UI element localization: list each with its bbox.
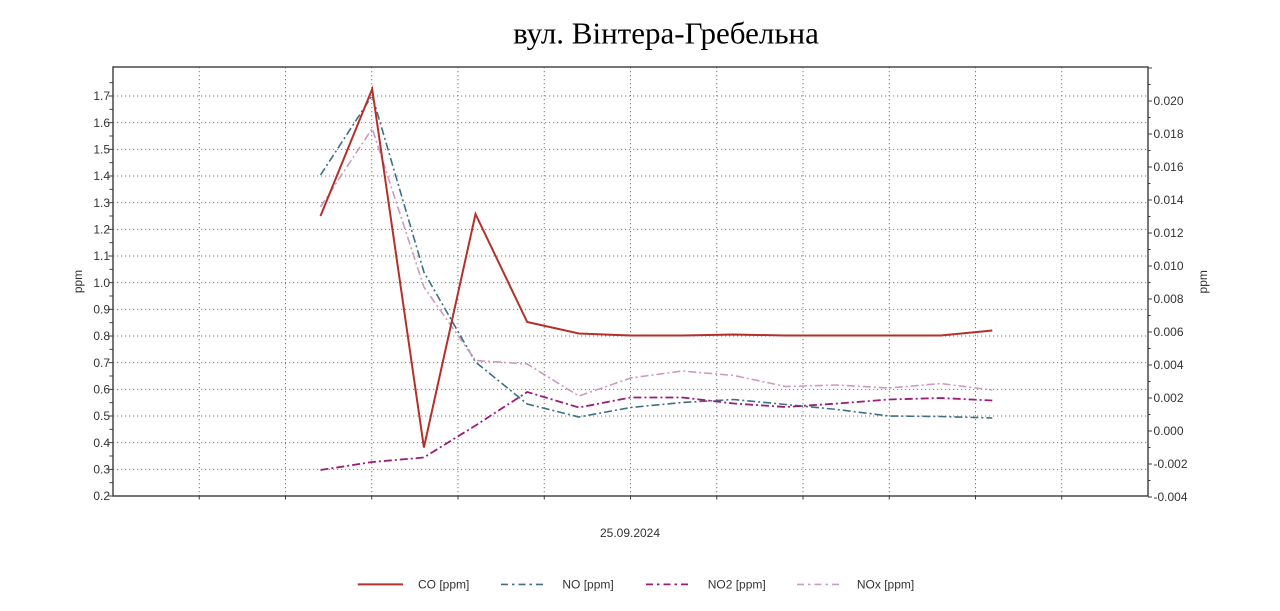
svg-text:1.4: 1.4: [93, 169, 110, 183]
svg-text:1.6: 1.6: [93, 116, 110, 130]
svg-text:25.09.2024: 25.09.2024: [600, 526, 660, 540]
svg-text:0.020: 0.020: [1154, 94, 1184, 108]
svg-text:0.6: 0.6: [93, 383, 110, 397]
svg-text:-0.004: -0.004: [1154, 490, 1188, 504]
svg-text:0.8: 0.8: [93, 329, 110, 343]
svg-text:0.9: 0.9: [93, 303, 110, 317]
svg-text:NO [ppm]: NO [ppm]: [562, 578, 613, 592]
svg-text:1.0: 1.0: [93, 276, 110, 290]
svg-text:0.5: 0.5: [93, 409, 110, 423]
svg-text:1.5: 1.5: [93, 143, 110, 157]
svg-text:1.7: 1.7: [93, 89, 110, 103]
svg-text:0.012: 0.012: [1154, 226, 1184, 240]
svg-text:1.3: 1.3: [93, 196, 110, 210]
svg-text:0.010: 0.010: [1154, 259, 1184, 273]
svg-text:0.016: 0.016: [1154, 160, 1184, 174]
svg-text:0.014: 0.014: [1154, 193, 1184, 207]
svg-text:0.004: 0.004: [1154, 358, 1184, 372]
svg-text:0.7: 0.7: [93, 356, 110, 370]
svg-text:-0.002: -0.002: [1154, 457, 1188, 471]
svg-text:NO2 [ppm]: NO2 [ppm]: [708, 578, 766, 592]
svg-text:0.2: 0.2: [93, 489, 110, 503]
svg-text:0.002: 0.002: [1154, 391, 1184, 405]
svg-text:CO [ppm]: CO [ppm]: [418, 578, 469, 592]
svg-text:0.4: 0.4: [93, 436, 110, 450]
svg-text:1.1: 1.1: [93, 249, 110, 263]
svg-text:0.000: 0.000: [1154, 424, 1184, 438]
svg-text:0.008: 0.008: [1154, 292, 1184, 306]
svg-text:1.2: 1.2: [93, 223, 110, 237]
svg-text:ppm: ppm: [71, 270, 85, 293]
svg-text:0.3: 0.3: [93, 463, 110, 477]
svg-text:NOx [ppm]: NOx [ppm]: [857, 578, 914, 592]
svg-text:вул. Вінтера-Гребельна: вул. Вінтера-Гребельна: [513, 16, 819, 51]
svg-text:0.006: 0.006: [1154, 325, 1184, 339]
svg-text:0.018: 0.018: [1154, 127, 1184, 141]
svg-text:ppm: ppm: [1196, 270, 1210, 293]
